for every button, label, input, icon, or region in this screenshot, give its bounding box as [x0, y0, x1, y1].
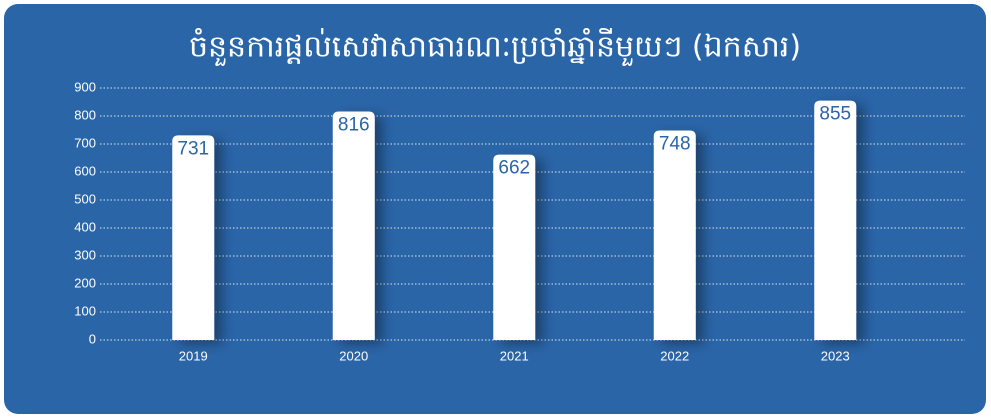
x-tick-label: 2022 — [660, 348, 689, 363]
x-tick-label: 2020 — [339, 348, 368, 363]
value-label: 748 — [659, 134, 691, 155]
y-tick-label: 100 — [74, 303, 96, 318]
bar — [814, 100, 857, 340]
y-tick-label: 400 — [74, 219, 96, 234]
value-label: 662 — [498, 158, 530, 179]
value-label: 731 — [177, 138, 209, 159]
y-tick-label: 600 — [74, 163, 96, 178]
x-tick-label: 2019 — [179, 348, 208, 363]
bar — [653, 130, 696, 340]
y-tick-label: 500 — [74, 191, 96, 206]
value-label: 816 — [338, 115, 370, 136]
value-label: 855 — [819, 104, 851, 125]
y-tick-label: 0 — [89, 331, 96, 346]
bar — [332, 111, 375, 341]
chart-title: ចំនួនការផ្តល់សេវាសាធារណៈប្រចាំឆ្នាំនីមួយ… — [189, 28, 801, 67]
x-tick-label: 2021 — [500, 348, 529, 363]
y-tick-label: 300 — [74, 247, 96, 262]
y-tick-label: 200 — [74, 275, 96, 290]
y-tick-label: 900 — [74, 79, 96, 94]
bar — [493, 154, 536, 340]
x-tick-label: 2023 — [821, 348, 850, 363]
y-tick-label: 700 — [74, 135, 96, 150]
bar — [172, 135, 215, 340]
y-tick-label: 800 — [74, 107, 96, 122]
